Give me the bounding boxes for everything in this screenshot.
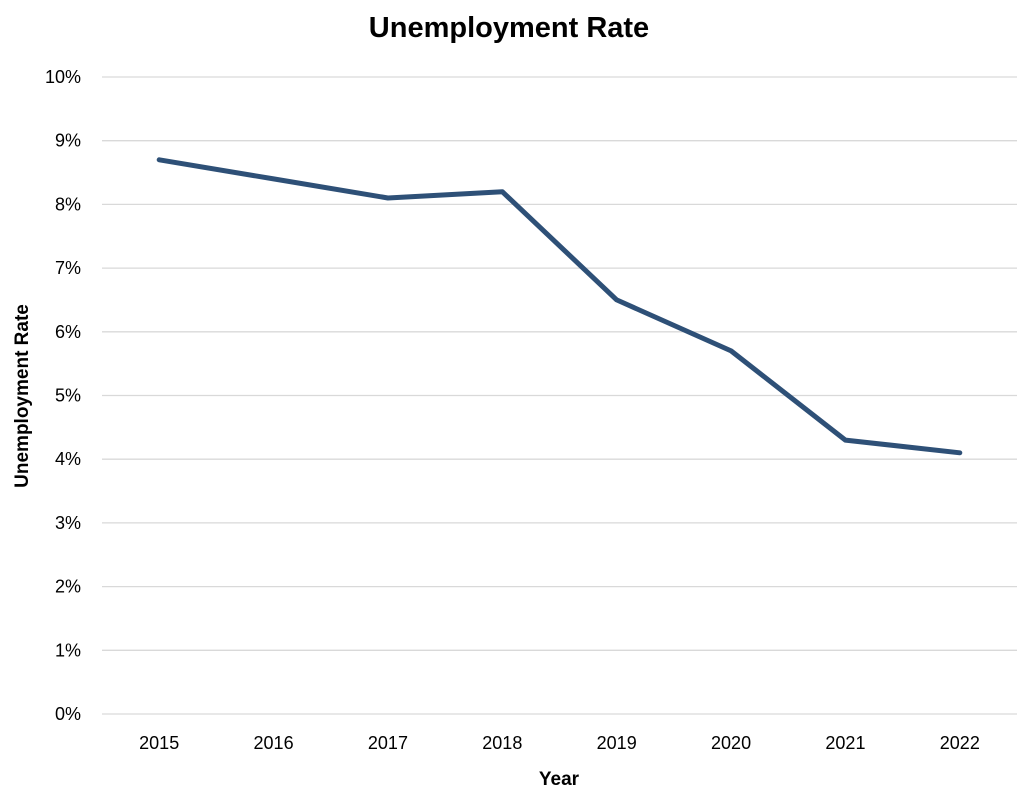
y-tick-label: 8% <box>55 194 81 214</box>
y-tick-label: 7% <box>55 258 81 278</box>
y-tick-label: 0% <box>55 704 81 724</box>
y-tick-label: 10% <box>45 67 81 87</box>
chart-title: Unemployment Rate <box>369 12 649 44</box>
x-axis-label: Year <box>539 769 580 790</box>
y-gridlines <box>102 76 1017 715</box>
y-tick-label: 9% <box>55 131 81 151</box>
x-tick-label: 2019 <box>597 733 637 753</box>
x-tick-label: 2022 <box>940 733 980 753</box>
y-axis-label: Unemployment Rate <box>12 304 33 488</box>
y-tick-label: 3% <box>55 513 81 533</box>
x-tick-label: 2018 <box>482 733 522 753</box>
y-tick-label: 4% <box>55 449 81 469</box>
series-line <box>156 157 963 456</box>
x-tick-labels: 2015 2016 2017 2018 2019 2020 2021 2022 <box>139 733 980 753</box>
y-tick-label: 5% <box>55 386 81 406</box>
x-tick-label: 2017 <box>368 733 408 753</box>
y-tick-label: 2% <box>55 577 81 597</box>
y-tick-label: 1% <box>55 640 81 660</box>
x-tick-label: 2021 <box>825 733 865 753</box>
y-tick-labels: 0% 1% 2% 3% 4% 5% 6% 7% 8% 9% 10% <box>45 67 81 724</box>
y-tick-label: 6% <box>55 322 81 342</box>
x-tick-label: 2020 <box>711 733 751 753</box>
x-tick-label: 2015 <box>139 733 179 753</box>
x-tick-label: 2016 <box>254 733 294 753</box>
series-lines <box>156 157 963 456</box>
